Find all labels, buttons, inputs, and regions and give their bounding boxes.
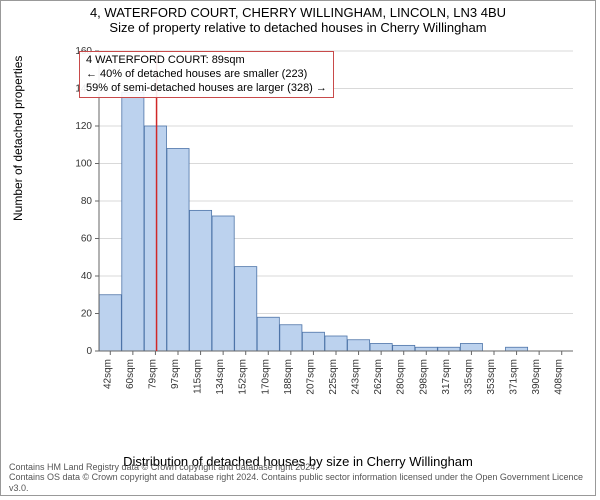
- svg-text:298sqm: 298sqm: [418, 359, 429, 395]
- svg-text:120: 120: [75, 121, 92, 132]
- svg-text:188sqm: 188sqm: [283, 359, 294, 395]
- svg-text:97sqm: 97sqm: [170, 359, 181, 389]
- title-line-2: Size of property relative to detached ho…: [1, 20, 595, 35]
- svg-text:100: 100: [75, 159, 92, 170]
- svg-text:79sqm: 79sqm: [147, 359, 158, 389]
- svg-text:243sqm: 243sqm: [351, 359, 362, 395]
- svg-text:60sqm: 60sqm: [125, 359, 136, 389]
- svg-text:390sqm: 390sqm: [531, 359, 542, 395]
- footer-line-2: Contains OS data © Crown copyright and d…: [9, 472, 587, 493]
- svg-text:42sqm: 42sqm: [102, 359, 113, 389]
- svg-text:371sqm: 371sqm: [509, 359, 520, 395]
- svg-text:170sqm: 170sqm: [260, 359, 271, 395]
- chart-area: 02040608010012014016042sqm60sqm79sqm97sq…: [59, 45, 579, 405]
- svg-text:80: 80: [81, 196, 93, 207]
- footer-line-1: Contains HM Land Registry data © Crown c…: [9, 462, 587, 472]
- svg-text:0: 0: [86, 346, 92, 357]
- annotation-line-3: 59% of semi-detached houses are larger (…: [86, 82, 327, 96]
- svg-text:60: 60: [81, 234, 93, 245]
- svg-text:134sqm: 134sqm: [215, 359, 226, 395]
- footer-attribution: Contains HM Land Registry data © Crown c…: [9, 462, 587, 493]
- title-line-1: 4, WATERFORD COURT, CHERRY WILLINGHAM, L…: [1, 5, 595, 20]
- svg-text:408sqm: 408sqm: [554, 359, 565, 395]
- svg-text:335sqm: 335sqm: [463, 359, 474, 395]
- svg-text:280sqm: 280sqm: [396, 359, 407, 395]
- annotation-line-2: ← 40% of detached houses are smaller (22…: [86, 68, 327, 82]
- svg-text:353sqm: 353sqm: [486, 359, 497, 395]
- annotation-box: 4 WATERFORD COURT: 89sqm ← 40% of detach…: [79, 51, 334, 98]
- annotation-line-1: 4 WATERFORD COURT: 89sqm: [86, 54, 327, 68]
- svg-text:152sqm: 152sqm: [238, 359, 249, 395]
- svg-text:207sqm: 207sqm: [305, 359, 316, 395]
- svg-text:40: 40: [81, 271, 93, 282]
- svg-text:317sqm: 317sqm: [441, 359, 452, 395]
- y-axis-label: Number of detached properties: [11, 56, 25, 221]
- histogram-chart: 02040608010012014016042sqm60sqm79sqm97sq…: [59, 45, 579, 405]
- svg-text:115sqm: 115sqm: [193, 359, 204, 394]
- titles: 4, WATERFORD COURT, CHERRY WILLINGHAM, L…: [1, 1, 595, 35]
- figure-container: 4, WATERFORD COURT, CHERRY WILLINGHAM, L…: [0, 0, 596, 496]
- svg-text:225sqm: 225sqm: [328, 359, 339, 395]
- svg-text:262sqm: 262sqm: [373, 359, 384, 395]
- svg-text:20: 20: [81, 309, 93, 320]
